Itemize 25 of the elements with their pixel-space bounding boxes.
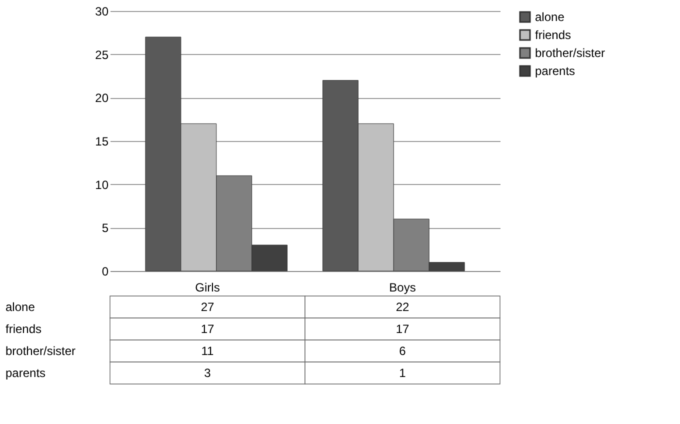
y-tick-label: 25 (95, 48, 109, 62)
text: alone (6, 300, 35, 314)
legend-label: friends (535, 28, 572, 42)
data-label: 17 (200, 322, 214, 336)
legend-label: brother/sister (535, 46, 606, 60)
data-label: 1 (399, 366, 406, 380)
y-tick-label: 5 (102, 221, 109, 236)
data-label: 3 (204, 366, 212, 380)
y-tick-label: 30 (95, 4, 109, 18)
data-label: 22 (396, 300, 410, 314)
x-tick-label: Girls (195, 280, 220, 294)
y-tick-label: 15 (95, 134, 109, 148)
y-tick-label: 10 (95, 178, 109, 192)
data-label: 17 (396, 322, 410, 336)
legend-label: alone (535, 10, 565, 24)
data-label: 11 (201, 344, 214, 358)
data-label: 6 (399, 344, 406, 358)
legend-label: parents (535, 64, 576, 78)
text: brother/sister (6, 344, 76, 358)
y-tick-label: 0 (102, 264, 109, 278)
text: parents (6, 366, 46, 380)
data-label: 27 (200, 300, 214, 314)
text: friends (6, 322, 42, 336)
x-tick-label: Boys (389, 280, 416, 294)
y-tick-label: 20 (95, 91, 109, 106)
